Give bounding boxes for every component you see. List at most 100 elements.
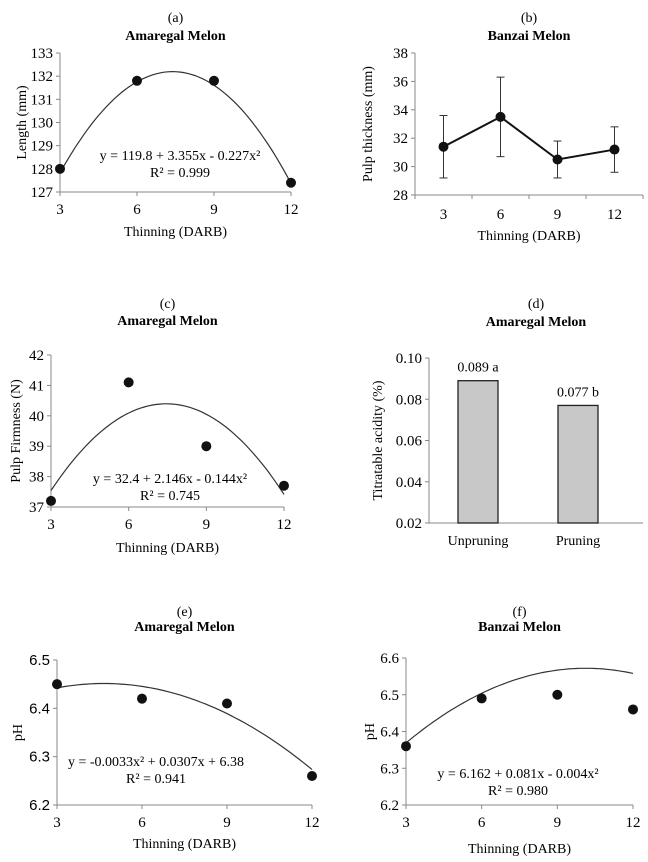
chart-title: Amaregal Melon	[125, 29, 226, 44]
y-tick-label: 6.2	[380, 798, 399, 814]
x-tick-label: 6	[138, 815, 146, 831]
y-tick-label: 28	[393, 188, 408, 204]
x-tick-label: 9	[223, 815, 231, 831]
regression-equation: y = -0.0033x² + 0.0307x + 6.38	[68, 755, 244, 770]
data-point	[476, 693, 487, 704]
x-tick-label: 9	[210, 202, 218, 218]
x-tick-label: 3	[440, 207, 448, 223]
y-tick-label: 0.08	[396, 392, 422, 408]
x-tick-label: 12	[626, 815, 641, 831]
y-tick-label: 41	[29, 378, 44, 394]
y-tick-label: 40	[29, 409, 44, 425]
y-tick-label: 0.04	[396, 475, 423, 491]
chart-title: Banzai Melon	[478, 620, 561, 635]
y-tick-label: 38	[29, 470, 44, 486]
data-label: 0.089 a	[457, 361, 499, 376]
x-tick-label: 9	[203, 517, 211, 533]
y-tick-label: 6.3	[29, 749, 50, 766]
data-point	[52, 679, 62, 690]
fit-curve	[50, 403, 285, 495]
y-tick-label: 0.10	[396, 351, 422, 367]
r-squared: R² = 0.999	[150, 166, 210, 181]
y-tick-label: 129	[31, 139, 54, 155]
y-tick-label: 131	[31, 92, 54, 108]
series-line	[443, 115, 615, 161]
x-axis-label: Thinning (DARB)	[124, 225, 227, 240]
fit-curve	[56, 682, 313, 771]
x-axis-label: Thinning (DARB)	[116, 541, 219, 556]
data-point	[55, 163, 65, 174]
data-point	[279, 480, 289, 491]
data-point	[286, 177, 296, 188]
bar	[457, 380, 499, 524]
panel-label: (a)	[168, 11, 184, 26]
y-tick-label: 127	[31, 185, 54, 201]
data-point	[201, 441, 212, 452]
x-tick-label: 3	[47, 517, 55, 533]
chart-title: Amaregal Melon	[486, 315, 587, 330]
y-tick-label: 36	[393, 74, 409, 90]
x-tick-label: 6	[497, 207, 505, 223]
y-tick-label: 6.5	[380, 688, 399, 704]
y-tick-label: 6.2	[29, 797, 50, 814]
x-axis-label: Thinning (DARB)	[133, 837, 236, 852]
x-tick-label: 3	[56, 202, 64, 218]
y-tick-label: 39	[29, 439, 44, 455]
panel-label: (e)	[177, 605, 193, 620]
x-tick-label: Pruning	[556, 534, 600, 549]
regression-equation: y = 119.8 + 3.355x - 0.227x²	[100, 149, 261, 164]
r-squared: R² = 0.980	[488, 784, 548, 799]
regression-equation: y = 6.162 + 0.081x - 0.004x²	[437, 767, 598, 782]
data-point	[628, 704, 638, 715]
x-tick-label: 12	[284, 202, 299, 218]
panel-d: (d) Amaregal Melon 0.02 0.04 0.06 0.08 0.10 Tit…	[371, 297, 643, 549]
fit-curve	[405, 667, 634, 744]
x-tick-label: 3	[53, 815, 61, 831]
y-axis-label: Titratable acidity (%)	[371, 380, 386, 500]
panel-label: (c)	[160, 297, 176, 312]
y-axis-label: pH	[11, 724, 26, 741]
y-tick-label: 6.3	[380, 761, 399, 777]
x-axis-label: Thinning (DARB)	[468, 842, 571, 857]
r-squared: R² = 0.745	[140, 489, 200, 504]
panel-e: (e)Amaregal Melon 6.2 6.3 6.4 6.5 pH Thinning …	[11, 605, 320, 852]
panel-label: (b)	[521, 11, 538, 26]
x-tick-label: 9	[554, 207, 562, 223]
y-tick-label: 6.4	[29, 700, 50, 717]
r-squared: R² = 0.941	[126, 772, 186, 787]
data-point	[209, 75, 219, 86]
data-point	[123, 377, 134, 388]
y-tick-label: 37	[29, 500, 45, 516]
y-tick-label: 6.6	[380, 651, 399, 667]
panel-label: (f)	[513, 605, 527, 620]
data-point	[495, 111, 506, 122]
data-point	[46, 495, 56, 506]
regression-equation: y = 32.4 + 2.146x - 0.144x²	[93, 472, 247, 487]
y-tick-label: 42	[29, 348, 44, 364]
x-axis-label: Thinning (DARB)	[477, 229, 580, 244]
panel-a: (a)Amaregal Melon127128129130131132133Le…	[15, 11, 299, 240]
y-tick-label: 6.5	[29, 652, 50, 669]
y-tick-label: 0.06	[396, 434, 423, 450]
y-tick-label: 38	[393, 46, 408, 62]
data-point	[307, 771, 317, 781]
data-point	[552, 689, 563, 700]
data-point	[222, 698, 232, 709]
x-tick-label: 6	[125, 517, 133, 533]
y-axis-label: pH	[363, 723, 378, 740]
y-axis-label: Pulp thickness (mm)	[361, 66, 376, 182]
x-tick-label: 12	[277, 517, 292, 533]
y-axis-label: Length (mm)	[15, 85, 30, 160]
data-point	[137, 693, 147, 704]
x-tick-label: Unpruning	[448, 534, 509, 549]
bar	[557, 404, 599, 524]
y-tick-label: 6.4	[380, 725, 399, 741]
y-axis-label: Pulp Firmness (N)	[9, 379, 24, 483]
data-point	[609, 144, 620, 155]
y-tick-label: 128	[31, 162, 54, 178]
fit-curve	[59, 70, 292, 184]
x-tick-label: 12	[607, 207, 622, 223]
y-tick-label: 132	[31, 69, 54, 85]
data-point	[401, 741, 411, 752]
